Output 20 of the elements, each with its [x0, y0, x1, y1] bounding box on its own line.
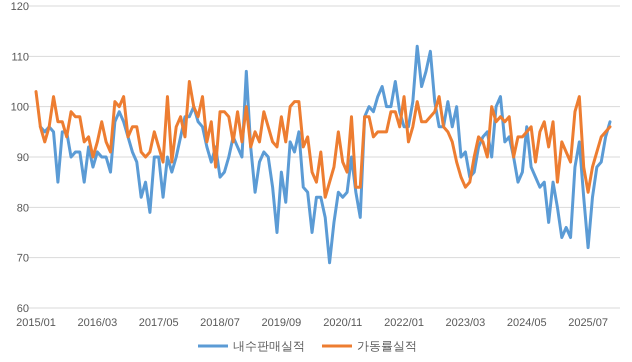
x-tick-label: 2019/09: [261, 317, 302, 329]
y-tick-label: 90: [16, 152, 29, 164]
x-tick-label: 2025/07: [568, 317, 608, 329]
y-tick-label: 70: [16, 252, 29, 265]
x-tick-label: 2023/03: [446, 317, 486, 329]
y-tick-label: 100: [10, 102, 29, 114]
x-tick-label: 2018/07: [200, 317, 240, 329]
y-tick-label: 60: [16, 303, 29, 315]
x-tick-label: 2024/05: [506, 317, 547, 329]
legend-label: 내수판매실적: [233, 339, 305, 353]
legend-label: 가동률실적: [357, 339, 417, 353]
y-tick-label: 110: [11, 51, 29, 64]
x-tick-label: 2015/01: [16, 317, 56, 329]
y-tick-label: 80: [16, 202, 29, 214]
x-tick-label: 2020/11: [323, 317, 362, 329]
line-series: [34, 80, 612, 199]
x-tick-label: 2022/01: [384, 317, 424, 329]
x-tick-label: 2017/05: [138, 317, 179, 329]
y-tick-label: 120: [10, 1, 29, 13]
x-tick-label: 2016/03: [77, 317, 118, 329]
